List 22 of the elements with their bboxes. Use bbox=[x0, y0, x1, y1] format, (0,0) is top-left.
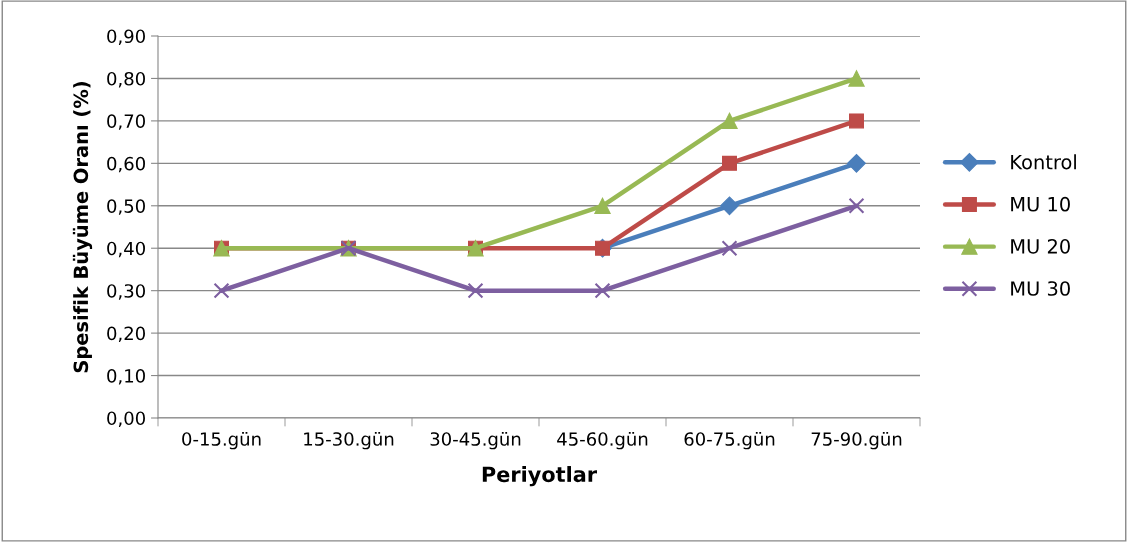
y-tick-label: 0,80 bbox=[107, 71, 145, 88]
x-tick-label: 75-90.gün bbox=[811, 431, 902, 450]
legend-label: MU 30 bbox=[1011, 281, 1070, 296]
y-tick-label: 0,20 bbox=[107, 326, 145, 343]
y-tick-label: 0,00 bbox=[107, 411, 145, 427]
y-tick-label: 0,40 bbox=[107, 241, 145, 258]
y-tick-label: 0,60 bbox=[107, 156, 145, 173]
legend-label: MU 10 bbox=[1011, 196, 1070, 212]
x-tick-label: 30-45.gün bbox=[430, 431, 521, 450]
y-axis-title: Spesifik Büyüme Oranı (%) bbox=[72, 82, 93, 373]
legend-label: Kontrol bbox=[1011, 154, 1076, 170]
y-tick-label: 0,70 bbox=[107, 114, 145, 130]
y-tick-label: 0,90 bbox=[107, 29, 145, 45]
x-tick-label: 15-30.gün bbox=[304, 431, 394, 450]
legend-label: MU 20 bbox=[1011, 239, 1070, 254]
y-tick-label: 0,50 bbox=[107, 199, 145, 215]
x-tick-label: 0-15.gün bbox=[182, 431, 261, 450]
y-tick-label: 0,30 bbox=[107, 284, 145, 300]
x-axis-title: Periyotlar bbox=[482, 466, 598, 487]
x-tick-label: 45-60.gün bbox=[557, 431, 648, 450]
x-tick-label: 60-75.gün bbox=[684, 431, 775, 450]
y-tick-label: 0,10 bbox=[107, 369, 145, 385]
